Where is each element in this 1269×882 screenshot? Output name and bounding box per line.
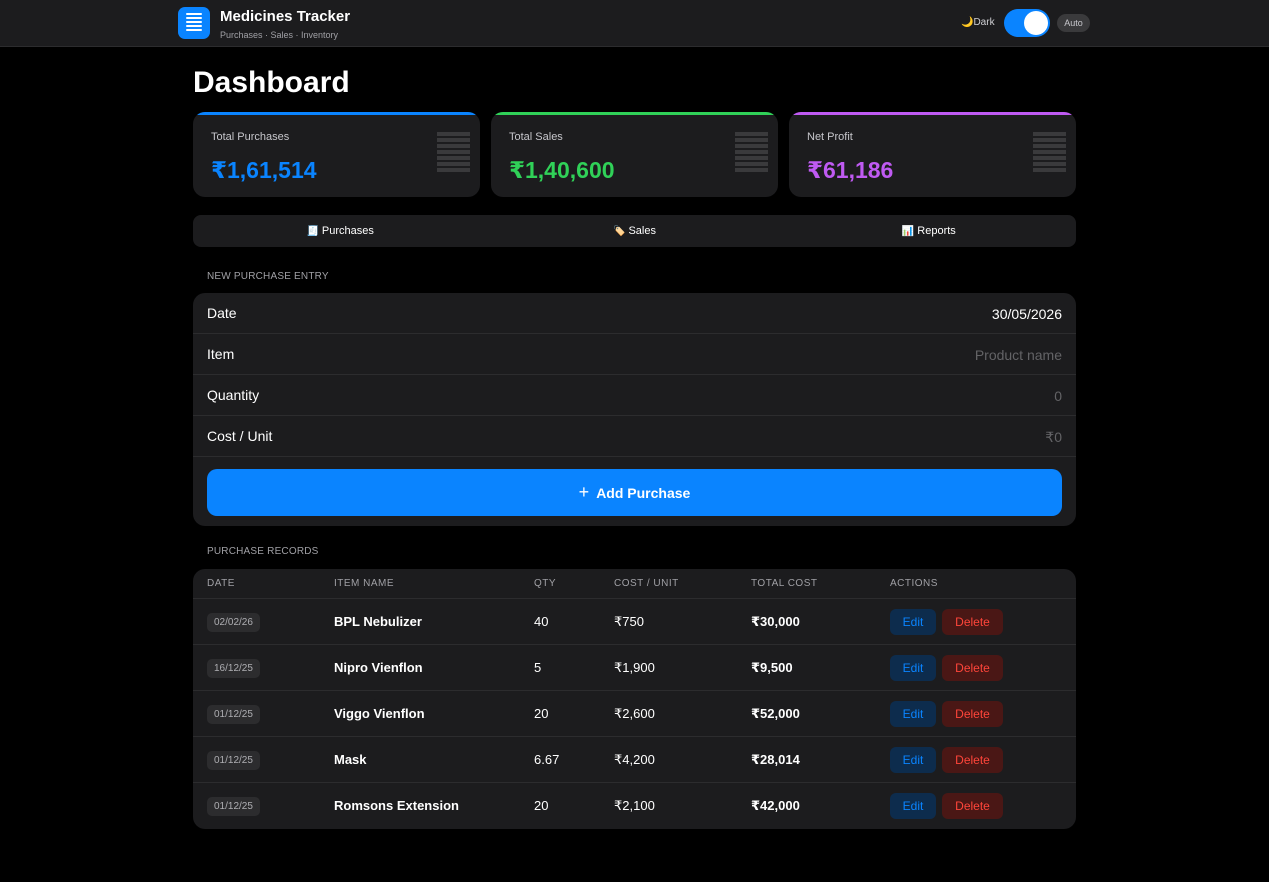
item-name-cell: Nipro Vienflon: [334, 660, 423, 675]
accent-bar: [193, 112, 480, 115]
cost-row: Cost / Unit: [193, 416, 1076, 457]
item-name-cell: BPL Nebulizer: [334, 614, 422, 629]
stat-label: Total Sales: [509, 131, 563, 143]
table-header: DATE ITEM NAME QTY COST / UNIT TOTAL COS…: [193, 569, 1076, 599]
edit-button[interactable]: Edit: [890, 655, 936, 681]
stat-label: Total Purchases: [211, 131, 290, 143]
tag-icon: 🏷️: [613, 225, 626, 237]
qty-cell: 5: [534, 660, 542, 675]
section-tabs: 🧾 Purchases 🏷️ Sales 📊 Reports: [193, 215, 1076, 247]
total-cost-cell: ₹52,000: [751, 706, 800, 721]
accent-bar: [491, 112, 778, 115]
qty-cell: 40: [534, 614, 549, 629]
qty-cell: 20: [534, 798, 549, 813]
delete-button[interactable]: Delete: [942, 609, 1003, 635]
delete-button[interactable]: Delete: [942, 655, 1003, 681]
date-input[interactable]: [762, 301, 1062, 326]
purchase-form: Date Item Quantity Cost / Unit + Add Pur…: [193, 293, 1076, 526]
cost-cell: ₹2,600: [614, 706, 655, 721]
item-input[interactable]: [762, 342, 1062, 367]
cost-input[interactable]: [762, 424, 1062, 449]
quantity-row: Quantity: [193, 375, 1076, 416]
edit-button[interactable]: Edit: [890, 609, 936, 635]
auto-theme-button[interactable]: Auto: [1057, 14, 1090, 32]
qty-cell: 20: [534, 706, 549, 721]
list-icon: [437, 132, 470, 177]
form-section-title: NEW PURCHASE ENTRY: [207, 271, 329, 282]
total-cost-cell: ₹9,500: [751, 660, 793, 675]
toggle-knob: [1024, 11, 1048, 35]
column-header-date: DATE: [207, 578, 235, 589]
table-row: 02/02/26 BPL Nebulizer 40 ₹750 ₹30,000 Edit De…: [193, 599, 1076, 645]
page-title: Dashboard: [193, 66, 350, 99]
theme-label: 🌙Dark: [961, 17, 995, 28]
cost-cell: ₹4,200: [614, 752, 655, 767]
table-row: 01/12/25 Romsons Extension 20 ₹2,100 ₹42,000…: [193, 783, 1076, 829]
accent-bar: [789, 112, 1076, 115]
cost-label: Cost / Unit: [207, 428, 273, 444]
item-label: Item: [207, 346, 235, 362]
cost-cell: ₹750: [614, 614, 644, 629]
table-row: 01/12/25 Mask 6.67 ₹4,200 ₹28,014 Edit Delete: [193, 737, 1076, 783]
tab-reports[interactable]: 📊 Reports: [901, 225, 956, 237]
date-badge: 01/12/25: [207, 705, 260, 724]
stat-value: ₹61,186: [807, 157, 894, 183]
stat-card-net-profit: Net Profit ₹61,186: [789, 112, 1076, 197]
list-icon: [1033, 132, 1066, 177]
list-icon: [178, 7, 210, 39]
total-cost-cell: ₹30,000: [751, 614, 800, 629]
stat-card-total-sales: Total Sales ₹1,40,600: [491, 112, 778, 197]
column-header-item: ITEM NAME: [334, 578, 395, 589]
qty-cell: 6.67: [534, 752, 560, 767]
date-badge: 01/12/25: [207, 751, 260, 770]
table-row: 16/12/25 Nipro Vienflon 5 ₹1,900 ₹9,500 Edit D…: [193, 645, 1076, 691]
column-header-cost: COST / UNIT: [614, 578, 679, 589]
add-purchase-button[interactable]: + Add Purchase: [207, 469, 1062, 516]
tab-sales[interactable]: 🏷️ Sales: [613, 225, 656, 237]
edit-button[interactable]: Edit: [890, 793, 936, 819]
total-cost-cell: ₹28,014: [751, 752, 800, 767]
app-subtitle: Purchases · Sales · Inventory: [220, 30, 339, 40]
date-badge: 02/02/26: [207, 613, 260, 632]
app-title: Medicines Tracker: [220, 8, 351, 25]
item-name-cell: Viggo Vienflon: [334, 706, 425, 721]
delete-button[interactable]: Delete: [942, 747, 1003, 773]
delete-button[interactable]: Delete: [942, 701, 1003, 727]
column-header-qty: QTY: [534, 578, 557, 589]
stat-label: Net Profit: [807, 131, 853, 143]
bar-chart-icon: 📊: [901, 225, 915, 237]
list-icon: [735, 132, 768, 177]
plus-icon: +: [578, 482, 590, 502]
total-cost-cell: ₹42,000: [751, 798, 800, 813]
edit-button[interactable]: Edit: [890, 701, 936, 727]
cost-cell: ₹1,900: [614, 660, 655, 675]
column-header-actions: ACTIONS: [890, 578, 938, 589]
stat-value: ₹1,40,600: [509, 157, 615, 183]
date-badge: 16/12/25: [207, 659, 260, 678]
receipt-icon: 🧾: [306, 225, 319, 237]
delete-button[interactable]: Delete: [942, 793, 1003, 819]
dark-mode-toggle[interactable]: [1004, 9, 1050, 37]
cost-cell: ₹2,100: [614, 798, 655, 813]
records-section-title: PURCHASE RECORDS: [207, 546, 319, 557]
column-header-total: TOTAL COST: [751, 578, 818, 589]
app-header: Medicines Tracker Purchases · Sales · In…: [0, 0, 1269, 47]
table-row: 01/12/25 Viggo Vienflon 20 ₹2,600 ₹52,000 Edi…: [193, 691, 1076, 737]
quantity-label: Quantity: [207, 387, 260, 403]
date-badge: 01/12/25: [207, 797, 260, 816]
purchase-records-table: DATE ITEM NAME QTY COST / UNIT TOTAL COS…: [193, 569, 1076, 829]
item-row: Item: [193, 334, 1076, 375]
date-label: Date: [207, 305, 237, 321]
stat-card-total-purchases: Total Purchases ₹1,61,514: [193, 112, 480, 197]
stat-value: ₹1,61,514: [211, 157, 317, 183]
tab-purchases[interactable]: 🧾 Purchases: [306, 225, 374, 237]
item-name-cell: Mask: [334, 752, 367, 767]
moon-icon: 🌙: [961, 17, 974, 28]
date-row: Date: [193, 293, 1076, 334]
item-name-cell: Romsons Extension: [334, 798, 459, 813]
quantity-input[interactable]: [762, 383, 1062, 408]
edit-button[interactable]: Edit: [890, 747, 936, 773]
